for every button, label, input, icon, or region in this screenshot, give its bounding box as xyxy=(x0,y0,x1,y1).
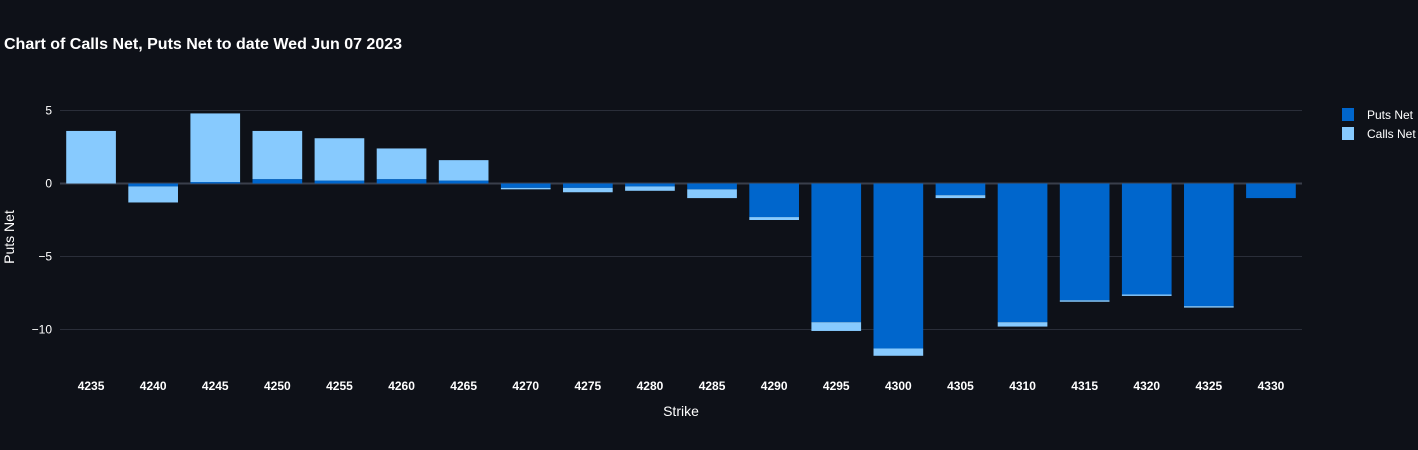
bar-calls-net-4280[interactable] xyxy=(625,186,675,191)
x-tick-label: 4240 xyxy=(140,379,167,393)
bar-puts-net-4240[interactable] xyxy=(128,183,178,187)
x-tick-label: 4320 xyxy=(1133,379,1160,393)
x-tick-label: 4310 xyxy=(1009,379,1036,393)
x-tick-label: 4280 xyxy=(637,379,664,393)
x-tick-label: 4270 xyxy=(512,379,539,393)
x-tick-label: 4265 xyxy=(450,379,477,393)
y-tick-label: 5 xyxy=(45,104,52,118)
x-tick-label: 4330 xyxy=(1258,379,1285,393)
bar-puts-net-4325[interactable] xyxy=(1184,183,1234,307)
legend-label[interactable]: Calls Net xyxy=(1367,127,1416,141)
bar-puts-net-4245[interactable] xyxy=(190,182,241,184)
legend-swatch-calls-net[interactable] xyxy=(1342,127,1354,140)
bar-puts-net-4295[interactable] xyxy=(811,183,862,323)
bar-calls-net-4240[interactable] xyxy=(128,186,178,203)
y-tick-label: −5 xyxy=(38,250,52,264)
y-axis-title: Puts Net xyxy=(1,210,17,264)
bar-calls-net-4320[interactable] xyxy=(1121,294,1172,296)
bar-calls-net-4315[interactable] xyxy=(1059,300,1110,302)
x-tick-label: 4235 xyxy=(78,379,105,393)
bar-calls-net-4295[interactable] xyxy=(811,322,862,331)
y-tick-label: 0 xyxy=(45,177,52,191)
bar-puts-net-4250[interactable] xyxy=(252,179,303,184)
bar-puts-net-4260[interactable] xyxy=(376,179,427,184)
bar-puts-net-4265[interactable] xyxy=(438,180,489,184)
bar-calls-net-4265[interactable] xyxy=(438,160,489,181)
bar-puts-net-4280[interactable] xyxy=(625,183,675,187)
bar-puts-net-4275[interactable] xyxy=(563,183,613,188)
x-tick-label: 4325 xyxy=(1195,379,1222,393)
bar-puts-net-4320[interactable] xyxy=(1121,183,1172,295)
bar-puts-net-4310[interactable] xyxy=(997,183,1048,323)
bar-puts-net-4255[interactable] xyxy=(314,180,365,184)
bar-calls-net-4270[interactable] xyxy=(500,187,551,190)
y-tick-label: −10 xyxy=(32,323,53,337)
bar-calls-net-4275[interactable] xyxy=(563,187,613,193)
bar-puts-net-4315[interactable] xyxy=(1059,183,1110,301)
bar-layer xyxy=(66,113,1296,356)
x-tick-label: 4305 xyxy=(947,379,974,393)
bar-calls-net-4290[interactable] xyxy=(749,217,799,220)
chart-title: Chart of Calls Net, Puts Net to date Wed… xyxy=(4,36,403,53)
bar-puts-net-4290[interactable] xyxy=(749,183,799,218)
bar-calls-net-4325[interactable] xyxy=(1184,306,1234,308)
bar-calls-net-4255[interactable] xyxy=(314,138,365,181)
x-tick-label: 4250 xyxy=(264,379,291,393)
axis-layer: 5 0 −5 −10 4235 4240 4245 4250 4255 4260 4265 4270 4… xyxy=(1,104,1285,420)
x-tick-label: 4260 xyxy=(388,379,415,393)
x-tick-label: 4245 xyxy=(202,379,229,393)
bar-calls-net-4285[interactable] xyxy=(687,189,737,199)
x-tick-label: 4255 xyxy=(326,379,353,393)
x-axis-title: Strike xyxy=(663,403,699,419)
bar-calls-net-4235[interactable] xyxy=(66,130,116,184)
x-tick-label: 4285 xyxy=(699,379,726,393)
x-tick-label: 4300 xyxy=(885,379,912,393)
grid-layer xyxy=(60,110,1302,330)
x-tick-label: 4290 xyxy=(761,379,788,393)
bar-puts-net-4330[interactable] xyxy=(1246,183,1296,199)
x-tick-label: 4275 xyxy=(574,379,601,393)
x-tick-label: 4315 xyxy=(1071,379,1098,393)
bar-calls-net-4245[interactable] xyxy=(190,113,241,183)
legend: Puts Net Calls Net xyxy=(1342,108,1416,141)
bar-puts-net-4300[interactable] xyxy=(873,183,924,349)
bar-calls-net-4250[interactable] xyxy=(252,130,303,180)
bar-calls-net-4300[interactable] xyxy=(873,348,924,356)
bar-calls-net-4260[interactable] xyxy=(376,148,427,180)
bar-calls-net-4305[interactable] xyxy=(935,195,986,199)
bar-puts-net-4305[interactable] xyxy=(935,183,986,196)
bar-puts-net-4285[interactable] xyxy=(687,183,737,190)
bar-calls-net-4310[interactable] xyxy=(997,322,1048,327)
legend-label[interactable]: Puts Net xyxy=(1367,108,1414,122)
x-tick-label: 4295 xyxy=(823,379,850,393)
bar-puts-net-4270[interactable] xyxy=(500,183,551,188)
legend-swatch-puts-net[interactable] xyxy=(1342,108,1354,121)
